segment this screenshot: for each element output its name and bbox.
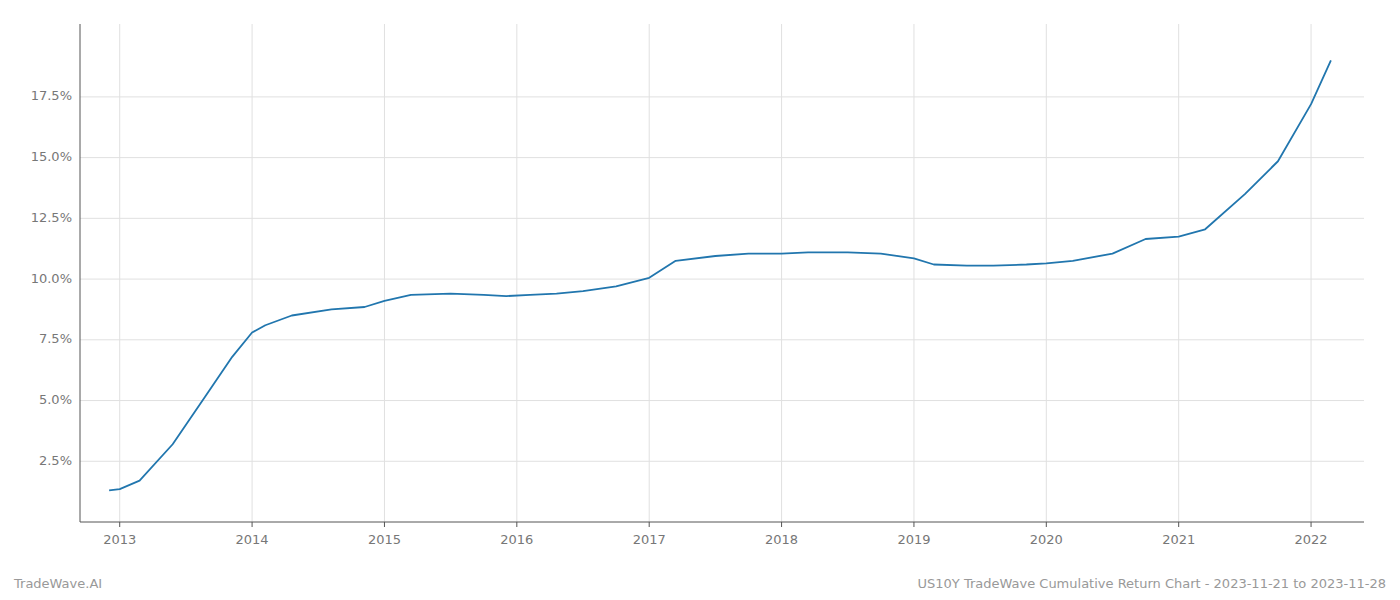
x-grid-line (649, 24, 650, 522)
x-tick-mark (384, 522, 385, 527)
y-tick-label: 2.5% (39, 453, 72, 468)
y-tick-label: 15.0% (31, 149, 72, 164)
x-grid-line (1311, 24, 1312, 522)
y-grid-line (80, 157, 1364, 158)
y-grid-line (80, 339, 1364, 340)
x-tick-label: 2014 (236, 532, 269, 547)
x-tick-label: 2015 (368, 532, 401, 547)
x-tick-mark (649, 522, 650, 527)
x-tick-mark (1046, 522, 1047, 527)
x-tick-label: 2022 (1295, 532, 1328, 547)
y-tick-label: 5.0% (39, 392, 72, 407)
footer-text: TradeWave.AI (13, 576, 102, 591)
x-grid-line (516, 24, 517, 522)
footer-text: US10Y TradeWave Cumulative Return Chart … (918, 576, 1386, 591)
x-tick-label: 2020 (1030, 532, 1063, 547)
x-grid-line (1178, 24, 1179, 522)
y-grid-line (80, 461, 1364, 462)
y-tick-label: 10.0% (31, 271, 72, 286)
y-tick-label: 17.5% (31, 88, 72, 103)
x-grid-line (781, 24, 782, 522)
y-tick-label: 12.5% (31, 210, 72, 225)
y-grid-line (80, 400, 1364, 401)
axes: 2.5% 5.0% 7.5% 10.0% 12.5% 15.0% 17.5% 2013 2014… (31, 24, 1364, 547)
chart: 2.5% 5.0% 7.5% 10.0% 12.5% 15.0% 17.5% 2013 2014… (0, 0, 1400, 600)
x-tick-mark (252, 522, 253, 527)
x-grid-line (1046, 24, 1047, 522)
x-tick-label: 2021 (1162, 532, 1195, 547)
x-tick-label: 2013 (103, 532, 136, 547)
y-grid-line (80, 96, 1364, 97)
x-tick-label: 2019 (897, 532, 930, 547)
grid (80, 24, 1364, 522)
x-tick-label: 2016 (500, 532, 533, 547)
x-grid-line (384, 24, 385, 522)
data-line (109, 60, 1331, 490)
x-tick-label: 2017 (633, 532, 666, 547)
x-grid-line (119, 24, 120, 522)
x-tick-mark (1178, 522, 1179, 527)
x-tick-mark (781, 522, 782, 527)
x-tick-mark (119, 522, 120, 527)
x-grid-line (913, 24, 914, 522)
y-axis-line (80, 24, 81, 522)
y-tick-label: 7.5% (39, 331, 72, 346)
x-axis-line (80, 522, 1364, 523)
y-grid-line (80, 279, 1364, 280)
data (109, 60, 1331, 490)
y-grid-line (80, 218, 1364, 219)
x-tick-mark (516, 522, 517, 527)
x-tick-label: 2018 (765, 532, 798, 547)
x-tick-mark (913, 522, 914, 527)
x-tick-mark (1311, 522, 1312, 527)
x-grid-line (252, 24, 253, 522)
